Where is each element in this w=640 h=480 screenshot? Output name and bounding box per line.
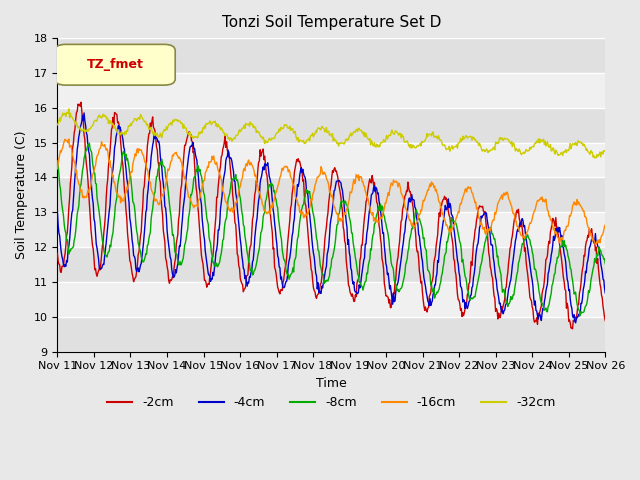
Y-axis label: Soil Temperature (C): Soil Temperature (C) (15, 131, 28, 259)
Bar (58, 317, 605, 351)
Bar (58, 143, 605, 178)
Bar (58, 178, 605, 212)
Bar (58, 73, 605, 108)
Legend: -2cm, -4cm, -8cm, -16cm, -32cm: -2cm, -4cm, -8cm, -16cm, -32cm (102, 391, 561, 414)
Bar (58, 108, 605, 143)
Bar (58, 282, 605, 317)
X-axis label: Time: Time (316, 377, 347, 390)
Bar (58, 247, 605, 282)
Title: Tonzi Soil Temperature Set D: Tonzi Soil Temperature Set D (221, 15, 441, 30)
Bar (58, 38, 605, 73)
Bar (58, 212, 605, 247)
Text: TZ_fmet: TZ_fmet (86, 58, 143, 71)
FancyBboxPatch shape (54, 44, 175, 85)
